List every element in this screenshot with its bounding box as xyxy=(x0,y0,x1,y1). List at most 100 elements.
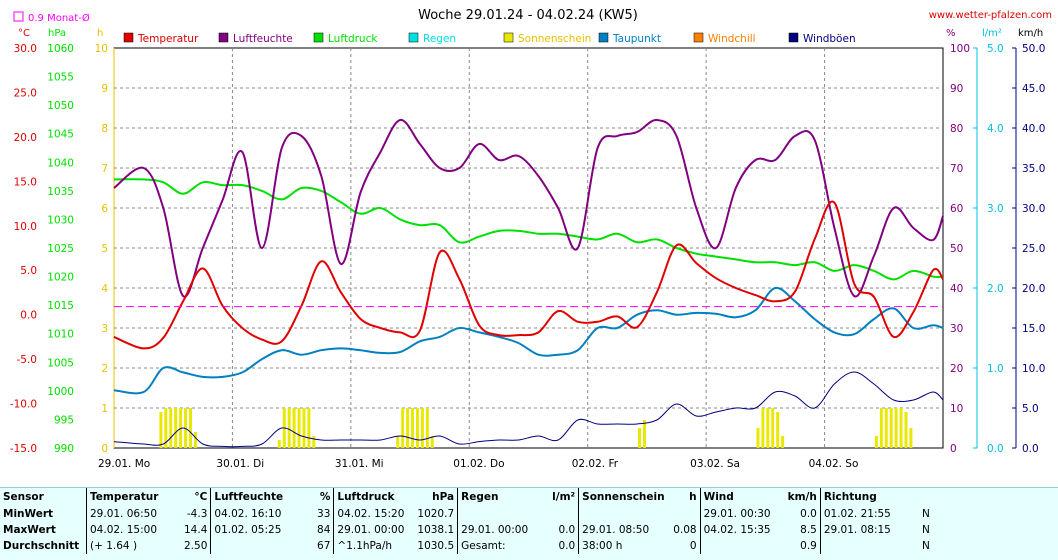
wind-tick-label: 30.0 xyxy=(1022,203,1045,215)
stats-cell: N xyxy=(921,524,930,536)
stats-cell: 29.01. 08:50 xyxy=(578,522,668,538)
day-label: 29.01. Mo xyxy=(98,458,150,470)
wind-tick-label: 50.0 xyxy=(1022,43,1045,55)
weather-chart: Woche 29.01.24 - 04.02.24 (KW5) www.wett… xyxy=(9,8,1052,470)
legend-swatch xyxy=(313,32,324,43)
press-tick-label: 1025 xyxy=(47,243,74,255)
sun-tick-label: 4 xyxy=(101,283,108,295)
hum-tick-label: 40 xyxy=(950,283,963,295)
day-label: 03.02. Sa xyxy=(690,458,740,470)
stats-cell: (+ 1.64 ) xyxy=(86,538,181,554)
stats-cell: 1038.1 xyxy=(417,524,455,536)
stats-cell: 1020.7 xyxy=(417,508,455,520)
sunshine-bar xyxy=(899,408,903,448)
temp-tick-label: 25.0 xyxy=(14,87,37,99)
avg-marker-swatch xyxy=(13,11,24,22)
stats-cell: 04.02. 15:00 xyxy=(86,522,181,538)
sun-tick-label: 7 xyxy=(101,163,108,175)
sunshine-bar xyxy=(884,408,888,448)
series-line-taupunkt xyxy=(113,286,944,395)
website-label[interactable]: www.wetter-pfalzen.com xyxy=(929,10,1052,21)
stats-cell: ^1.1hPa/h xyxy=(333,538,415,554)
sunshine-bar xyxy=(396,436,400,448)
stats-cell: 1030.5 xyxy=(417,540,455,552)
day-label: 04.02. So xyxy=(809,458,859,470)
wind-tick-label: 10.0 xyxy=(1022,363,1045,375)
sunshine-bar xyxy=(312,436,316,448)
sunshine-bar xyxy=(411,408,415,448)
hum-tick-label: 70 xyxy=(950,163,963,175)
stats-header-hum-unit: % xyxy=(319,491,331,503)
stats-header-rain: Regen xyxy=(457,488,545,506)
series-line-temperatur xyxy=(113,200,944,350)
legend-swatch xyxy=(408,32,419,43)
legend-label: Luftdruck xyxy=(328,33,378,45)
temp-tick-label: 0.0 xyxy=(20,310,37,322)
stats-cell: 0.9 xyxy=(800,540,817,552)
stats-cell: 67 xyxy=(317,540,331,552)
wind-tick-label: 5.0 xyxy=(1022,403,1039,415)
press-tick-label: 1055 xyxy=(47,72,74,84)
stats-cell: 33 xyxy=(317,508,331,520)
wind-tick-label: 25.0 xyxy=(1022,243,1045,255)
stats-header-sun: Sonnenschein xyxy=(578,488,668,506)
sun-tick-label: 10 xyxy=(95,43,108,55)
sunshine-bar xyxy=(307,408,311,448)
stats-row-avg: Durchschnitt (+ 1.64 ) 2.50 67 ^1.1hPa/h… xyxy=(0,538,933,554)
stats-cell xyxy=(457,506,545,522)
sunshine-bar xyxy=(277,440,281,448)
press-tick-label: 1000 xyxy=(47,386,74,398)
stats-cell: 29.01. 08:15 xyxy=(819,522,907,538)
legend-label: Windböen xyxy=(803,33,856,45)
sunshine-bar xyxy=(420,408,424,448)
press-tick-label: 990 xyxy=(54,443,74,455)
wind-tick-label: 0.0 xyxy=(1022,443,1039,455)
stats-header-press: Luftdruck xyxy=(333,488,415,506)
sunshine-bar xyxy=(894,408,898,448)
hum-tick-label: 10 xyxy=(950,403,963,415)
press-tick-label: 1060 xyxy=(47,43,74,55)
stats-row-label: MinWert xyxy=(3,508,54,520)
temp-tick-label: 5.0 xyxy=(20,265,37,277)
legend-label: Taupunkt xyxy=(612,33,661,45)
wind-tick-label: 40.0 xyxy=(1022,123,1045,135)
temp-tick-label: -15.0 xyxy=(10,443,37,455)
stats-cell xyxy=(819,538,907,554)
sun-tick-label: 2 xyxy=(101,363,108,375)
stats-cell: 0.0 xyxy=(800,508,817,520)
hum-tick-label: 80 xyxy=(950,123,963,135)
temp-tick-label: 20.0 xyxy=(14,132,37,144)
stats-row-label: MaxWert xyxy=(3,524,56,536)
stats-cell: Gesamt: xyxy=(457,538,545,554)
stats-header-press-unit: hPa xyxy=(432,491,455,503)
sunshine-bar xyxy=(756,428,760,448)
sunshine-bar xyxy=(415,408,419,448)
rain-unit: l/m² xyxy=(982,28,1002,39)
hum-tick-label: 50 xyxy=(950,243,963,255)
sunshine-bar xyxy=(776,412,780,448)
sun-tick-label: 3 xyxy=(101,323,108,335)
hum-tick-label: 100 xyxy=(950,43,970,55)
rain-tick-label: 4.0 xyxy=(987,123,1004,135)
stats-cell xyxy=(544,506,579,522)
stats-cell: -4.3 xyxy=(186,508,208,520)
sunshine-bar xyxy=(189,408,192,448)
sunshine-bar xyxy=(184,408,188,448)
wind-tick-label: 35.0 xyxy=(1022,163,1045,175)
stats-cell: 0.08 xyxy=(673,524,697,536)
stats-header-sensor: Sensor xyxy=(3,491,44,503)
avg-marker-label: 0.9 Monat-Ø xyxy=(28,12,90,24)
sunshine-bar xyxy=(638,428,642,448)
stats-header-wind: Wind xyxy=(699,488,785,506)
stats-row-min: MinWert 29.01. 06:50 -4.3 04.02. 16:10 3… xyxy=(0,506,933,522)
legend-label: Regen xyxy=(423,33,456,45)
legend-label: Sonnenschein xyxy=(518,33,591,45)
legend-swatch xyxy=(598,32,609,43)
hum-unit: % xyxy=(946,28,956,39)
stats-header-dir-spacer xyxy=(907,488,933,506)
chart-lines xyxy=(113,119,944,448)
sunshine-bar xyxy=(771,408,775,448)
stats-cell xyxy=(578,506,668,522)
sun-tick-label: 8 xyxy=(101,123,108,135)
stats-cell: 0.0 xyxy=(558,524,576,536)
